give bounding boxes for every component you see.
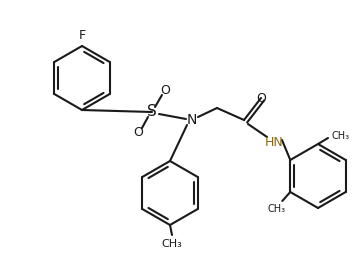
Text: CH₃: CH₃ [162,239,182,249]
Text: O: O [133,127,143,140]
Text: O: O [256,92,266,105]
Text: CH₃: CH₃ [332,131,350,141]
Text: O: O [160,83,170,96]
Text: S: S [147,105,157,120]
Text: CH₃: CH₃ [267,204,285,214]
Text: F: F [79,29,86,42]
Text: N: N [187,113,197,127]
Text: HN: HN [265,136,283,149]
